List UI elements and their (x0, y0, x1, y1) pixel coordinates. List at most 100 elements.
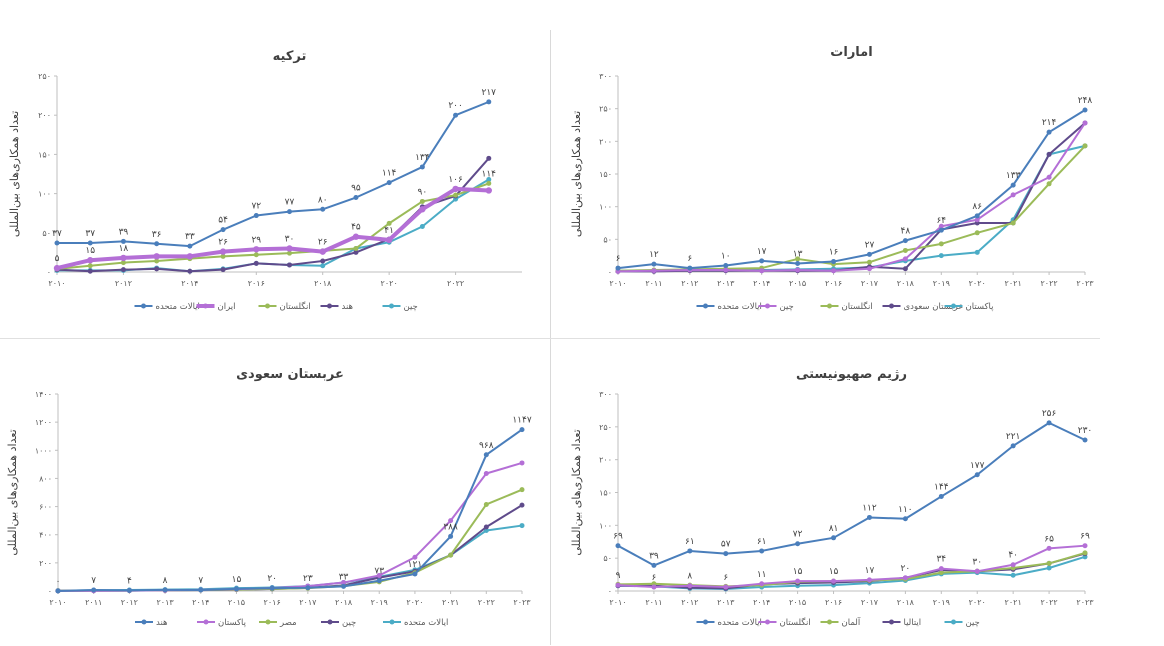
legend-swatch-marker (141, 303, 146, 309)
data-point (866, 577, 872, 583)
legend-label: انگلستان (780, 617, 811, 628)
legend-label: هند (156, 618, 168, 628)
data-point (974, 249, 980, 255)
y-tick-label: ۵۰ (603, 235, 612, 244)
data-point (419, 164, 425, 170)
data-point (287, 250, 292, 256)
data-label: ۷ (91, 576, 96, 586)
data-point (483, 524, 489, 530)
data-point (419, 198, 425, 204)
data-label: ۳۶ (152, 230, 162, 240)
y-tick-label: ۱۰۰۰ (35, 446, 52, 455)
data-point (1046, 545, 1052, 551)
data-point (759, 581, 765, 587)
legend-label: چین (780, 302, 794, 312)
data-label: ۳۰ (972, 557, 982, 567)
data-point (483, 527, 489, 533)
y-tick-label: ۰ (47, 268, 51, 277)
data-label: ۹ (616, 571, 621, 581)
y-tick-label: ۰ (608, 268, 612, 277)
data-label: ۷ (198, 576, 203, 586)
x-tick-label: ۲۰۲۰ (969, 598, 986, 607)
legend-swatch-marker (951, 619, 956, 625)
data-label: ۴۸ (901, 227, 911, 237)
data-point (1082, 437, 1088, 443)
data-point (1046, 151, 1052, 157)
legend-label: انگلستان (280, 301, 311, 312)
series-line (57, 428, 523, 592)
chart-title: عربستان سعودی (236, 367, 344, 382)
data-label: ۲۳ (303, 574, 313, 584)
y-tick-label: ۳۰۰ (599, 72, 612, 81)
x-tick-label: ۲۰۱۰ (609, 279, 626, 288)
legend-item: ایران (196, 302, 236, 312)
legend-swatch-marker (703, 303, 708, 309)
data-label: ۲۱۴ (1042, 118, 1057, 128)
legend-swatch-marker (765, 303, 770, 309)
legend-item: چین (944, 618, 980, 628)
data-point (1010, 220, 1016, 226)
x-tick-label: ۲۰۱۴ (753, 279, 770, 288)
data-point (974, 472, 980, 478)
data-label: ۱۱ (757, 570, 767, 580)
data-point (938, 493, 944, 499)
data-point (353, 249, 359, 255)
chart-title: ترکیه (273, 49, 307, 64)
chart-svg: عربستان سعودی تعداد همکاری‌های بین‌المللی… (6, 367, 532, 628)
y-tick-label: ۲۰۰ (599, 137, 612, 146)
data-point (831, 535, 837, 541)
x-tick-label: ۲۰۱۱ (645, 279, 662, 288)
data-label: ۵۴ (218, 216, 228, 226)
data-point (1010, 572, 1016, 578)
data-point (1010, 182, 1016, 188)
data-point (126, 587, 132, 593)
legend-swatch-marker (889, 619, 894, 625)
y-tick-label: ۱۰۰ (599, 203, 612, 212)
y-tick-label: ۵۰ (603, 554, 612, 563)
data-point (519, 487, 525, 493)
x-tick-label: ۲۰۲۰ (381, 279, 398, 288)
data-point (253, 252, 259, 258)
data-label: ۲۶ (218, 238, 228, 248)
data-point (938, 566, 944, 572)
x-tick-label: ۲۰۱۴ (181, 279, 198, 288)
data-label: ۱۲ (649, 250, 659, 260)
data-label: ۱۳۳ (1006, 171, 1021, 181)
x-tick-label: ۲۰۲۱ (1005, 598, 1022, 607)
data-point (519, 460, 525, 466)
y-tick-label: ۲۵۰ (599, 105, 612, 114)
legend-label: عربستان سعودی (904, 302, 964, 312)
data-point (448, 518, 454, 524)
data-label: ۱۱۴ (482, 169, 497, 179)
data-point (352, 233, 360, 240)
legend-item: ایتالیا (882, 618, 921, 628)
data-point (938, 241, 944, 247)
x-tick-label: ۲۰۲۲ (478, 598, 495, 607)
legend-label: چین (966, 618, 980, 628)
data-point (1082, 550, 1088, 556)
legend-swatch-marker (951, 303, 956, 309)
legend-item: انگلستان (258, 301, 311, 312)
legend-label: هند (342, 302, 354, 312)
data-point (386, 220, 392, 226)
data-point (253, 260, 259, 266)
data-point (759, 268, 765, 274)
data-label: ۲۲۱ (1006, 432, 1021, 442)
data-point (795, 267, 801, 273)
data-point (1010, 443, 1016, 449)
data-point (651, 562, 657, 568)
x-tick-label: ۲۰۲۰ (406, 598, 423, 607)
data-point (154, 258, 160, 264)
data-label: ۲۵۶ (1042, 409, 1057, 419)
y-tick-label: ۴۰۰ (39, 531, 52, 540)
y-tick-label: ۱۴۰۰ (35, 390, 52, 399)
data-point (795, 261, 801, 267)
x-tick-label: ۲۰۱۸ (335, 598, 353, 607)
data-label: ۸ (163, 576, 168, 586)
data-point (453, 112, 459, 118)
legend-swatch-marker (765, 619, 770, 625)
data-point (53, 264, 61, 272)
x-tick-label: ۲۰۱۷ (299, 598, 317, 607)
x-tick-label: ۲۰۱۴ (753, 598, 770, 607)
chart-title: رژیم صهیونیستی (796, 367, 907, 382)
